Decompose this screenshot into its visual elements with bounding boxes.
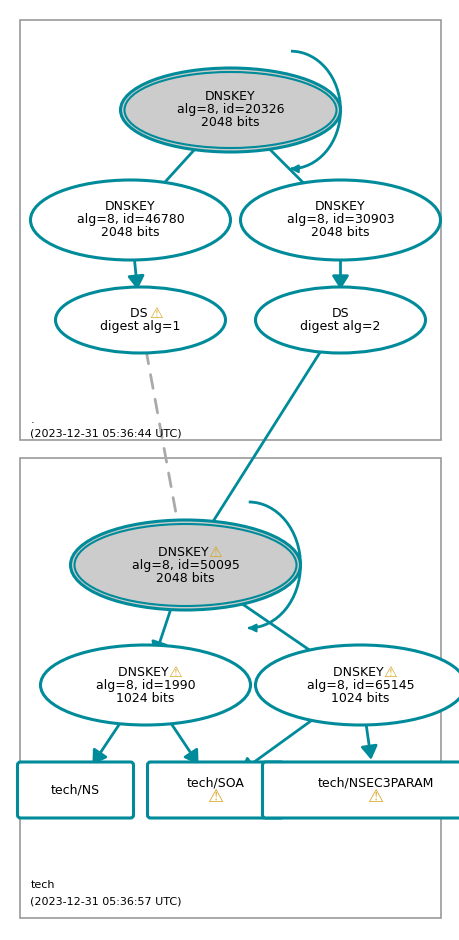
FancyArrowPatch shape [210, 582, 332, 666]
Text: alg=8, id=46780: alg=8, id=46780 [77, 213, 184, 227]
FancyArrowPatch shape [162, 711, 196, 762]
Text: 2048 bits: 2048 bits [201, 117, 259, 130]
Text: digest alg=2: digest alg=2 [300, 320, 380, 333]
Text: alg=8, id=1990: alg=8, id=1990 [95, 679, 195, 692]
Text: tech: tech [30, 880, 55, 890]
Text: DNSKEY: DNSKEY [332, 666, 387, 679]
Text: (2023-12-31 05:36:57 UTC): (2023-12-31 05:36:57 UTC) [30, 897, 182, 907]
FancyArrowPatch shape [333, 251, 347, 287]
Ellipse shape [120, 68, 340, 152]
Text: ⚠: ⚠ [208, 544, 222, 559]
Text: alg=8, id=30903: alg=8, id=30903 [286, 213, 393, 227]
Text: tech/SOA: tech/SOA [186, 776, 244, 790]
FancyArrowPatch shape [203, 346, 324, 537]
Text: ⚠: ⚠ [207, 788, 223, 806]
Text: alg=8, id=65145: alg=8, id=65145 [306, 679, 414, 692]
Text: alg=8, id=50095: alg=8, id=50095 [131, 558, 239, 572]
FancyArrowPatch shape [152, 594, 175, 653]
Text: tech/NSEC3PARAM: tech/NSEC3PARAM [317, 776, 433, 790]
Text: DNSKEY: DNSKEY [158, 545, 213, 558]
FancyBboxPatch shape [17, 762, 133, 818]
Text: ⚠: ⚠ [168, 665, 182, 680]
Text: 1024 bits: 1024 bits [116, 692, 174, 704]
Ellipse shape [255, 645, 459, 725]
Text: DNSKEY: DNSKEY [205, 90, 255, 103]
FancyBboxPatch shape [147, 762, 283, 818]
Text: DNSKEY: DNSKEY [314, 200, 365, 213]
Text: 2048 bits: 2048 bits [311, 227, 369, 240]
FancyBboxPatch shape [262, 762, 459, 818]
Ellipse shape [30, 180, 230, 260]
FancyArrowPatch shape [152, 133, 209, 196]
Text: DS: DS [331, 307, 348, 320]
FancyArrowPatch shape [242, 703, 335, 771]
Text: ⚠: ⚠ [383, 665, 396, 680]
Text: DS: DS [129, 307, 151, 320]
Ellipse shape [240, 180, 440, 260]
FancyArrowPatch shape [94, 711, 128, 762]
Text: digest alg=1: digest alg=1 [100, 320, 180, 333]
Text: .: . [30, 415, 34, 425]
Ellipse shape [40, 645, 250, 725]
FancyArrowPatch shape [146, 350, 184, 532]
Ellipse shape [56, 287, 225, 353]
Text: 1024 bits: 1024 bits [330, 692, 389, 704]
FancyBboxPatch shape [21, 458, 440, 918]
Text: DNSKEY: DNSKEY [105, 200, 156, 213]
Text: alg=8, id=20326: alg=8, id=20326 [176, 103, 284, 117]
Text: ⚠: ⚠ [367, 788, 383, 806]
Ellipse shape [255, 287, 425, 353]
Text: 2048 bits: 2048 bits [156, 572, 214, 585]
FancyArrowPatch shape [252, 132, 316, 196]
FancyArrowPatch shape [362, 715, 375, 757]
Text: 2048 bits: 2048 bits [101, 227, 159, 240]
FancyBboxPatch shape [21, 20, 440, 440]
Text: tech/NS: tech/NS [51, 784, 100, 796]
Ellipse shape [70, 520, 300, 610]
Text: ⚠: ⚠ [149, 306, 163, 321]
Text: (2023-12-31 05:36:44 UTC): (2023-12-31 05:36:44 UTC) [30, 428, 182, 438]
FancyArrowPatch shape [129, 250, 143, 287]
Text: DNSKEY: DNSKEY [118, 666, 173, 679]
